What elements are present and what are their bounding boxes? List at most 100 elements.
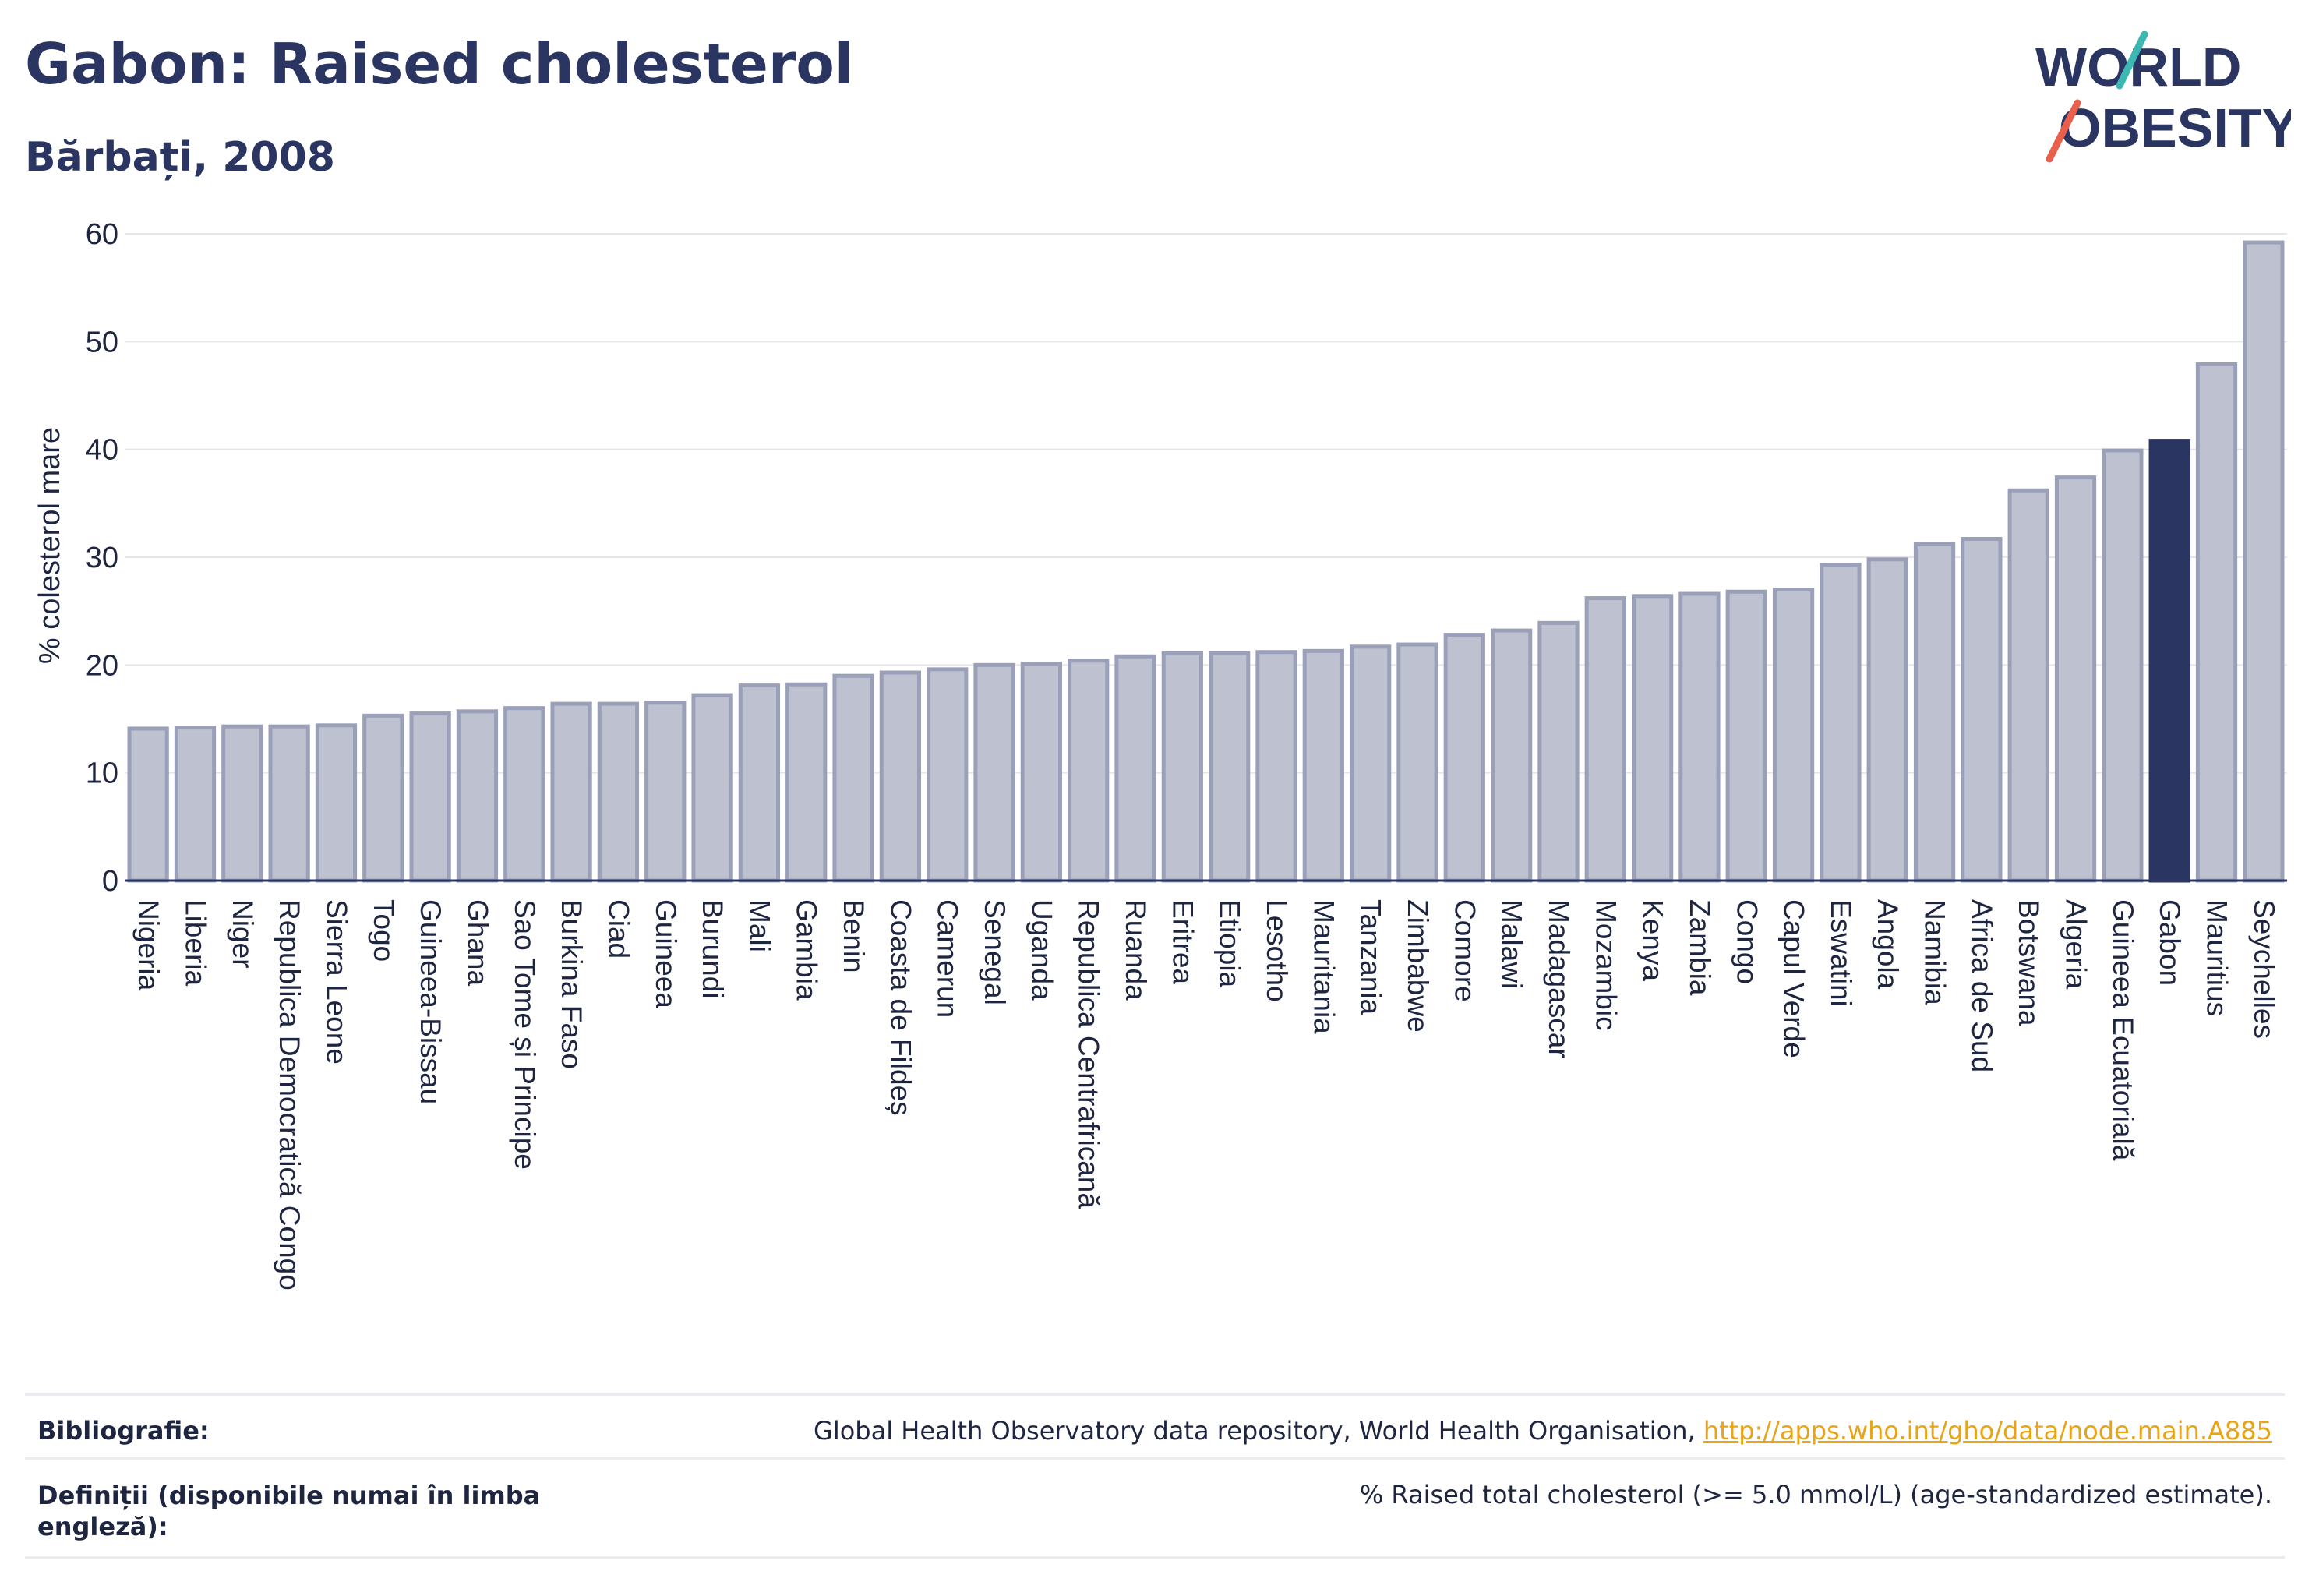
bar-etiopia: [1209, 651, 1251, 883]
bar-uganda: [1020, 662, 1062, 883]
y-tick-label: 20: [86, 649, 118, 682]
bar-zimbabwe: [1396, 642, 1438, 883]
bar-burundi: [691, 693, 733, 883]
x-tick-label: Zimbabwe: [1402, 899, 1434, 1033]
bar-comore: [1443, 633, 1485, 883]
definitions-label-line1: Definiții (disponibile numai în limba: [37, 1481, 541, 1510]
x-tick-label: Guineea Ecuatorială: [2107, 899, 2139, 1161]
bar-sierra-leone: [315, 723, 358, 883]
bar-botswana: [2007, 488, 2049, 883]
logo-line2: OBESITY: [2059, 97, 2291, 158]
x-tick-label: Congo: [1731, 899, 1763, 984]
definitions-label: Definiții (disponibile numai în limba en…: [37, 1480, 540, 1542]
y-tick-label: 0: [102, 865, 118, 898]
y-tick-label: 50: [86, 326, 118, 358]
bar-angola: [1866, 557, 1908, 883]
bibliography-row: Bibliografie: Global Health Observatory …: [25, 1393, 2285, 1460]
bar-ciad: [597, 701, 640, 883]
logo-slash-coral: [2046, 99, 2081, 163]
x-tick-label: Kenya: [1637, 899, 1669, 981]
x-tick-label: Mauritania: [1308, 899, 1340, 1034]
x-tick-label: Burundi: [697, 899, 729, 999]
bar-nigeria: [127, 726, 169, 883]
x-tick-label: Seychelles: [2248, 899, 2280, 1039]
bar-republica-democratică-congo: [268, 724, 310, 883]
x-tick-label: Madagascar: [1543, 899, 1575, 1058]
bar-algeria: [2054, 475, 2097, 883]
bar-gambia: [785, 682, 828, 883]
x-tick-label: Nigeria: [132, 899, 164, 991]
x-tick-label: Republica Centrafricană: [1073, 899, 1105, 1209]
bar-chart: 0 10 20 30 40 50 60 % colesterol mare Nigeria L…: [34, 218, 2287, 1291]
x-tick-label: Etiopia: [1214, 899, 1246, 988]
bar-burkina-faso: [550, 701, 592, 883]
x-tick-label: Uganda: [1025, 899, 1057, 1001]
x-tick-label: Africa de Sud: [1966, 899, 1998, 1072]
bar-togo: [362, 713, 404, 883]
bar-ruanda: [1114, 654, 1156, 883]
bar-guineea-bissau: [409, 711, 451, 883]
bar-tanzania: [1350, 644, 1392, 883]
x-tick-label: Gambia: [791, 899, 823, 1001]
x-tick-label: Ciad: [602, 899, 634, 959]
bar-guineea: [644, 701, 687, 883]
bar-coasta-de-fildeș: [879, 670, 922, 883]
y-tick-label: 60: [86, 218, 118, 251]
bar-eritrea: [1161, 651, 1203, 883]
bar-camerun: [927, 667, 969, 883]
bar-kenya: [1631, 594, 1674, 883]
x-tick-label: Comore: [1449, 899, 1481, 1002]
x-tick-label: Mali: [743, 899, 775, 952]
x-tick-label: Guineea: [650, 899, 682, 1008]
x-tick-label: Coasta de Fildeș: [884, 899, 916, 1116]
bar-senegal: [973, 662, 1015, 883]
bar-mali: [738, 683, 781, 883]
x-tick-label: Niger: [227, 899, 259, 968]
x-tick-label: Benin: [838, 899, 870, 973]
bar-seychelles: [2243, 240, 2285, 883]
x-tick-labels: Nigeria Liberia Niger Republica Democratică…: [132, 899, 2280, 1291]
y-axis-label: % colesterol mare: [34, 427, 66, 664]
definitions-label-line2: engleză):: [37, 1512, 168, 1541]
bar-namibia: [1913, 542, 1956, 883]
x-tick-label: Mauritius: [2201, 899, 2233, 1016]
bar-mauritania: [1302, 648, 1344, 883]
x-tick-label: Ghana: [461, 899, 493, 987]
x-tick-label: Sierra Leone: [320, 899, 352, 1065]
x-tick-label: Lesotho: [1261, 899, 1293, 1002]
bar-eswatini: [1820, 563, 1862, 883]
x-tick-label: Camerun: [932, 899, 964, 1018]
bar-benin: [832, 673, 874, 883]
bar-capul-verde: [1772, 588, 1815, 883]
x-tick-label: Namibia: [1919, 899, 1951, 1005]
page-subtitle: Bărbați, 2008: [25, 134, 335, 181]
bar-gabon: [2148, 439, 2190, 883]
logo-slash-teal: [2116, 31, 2148, 90]
bar-malawi: [1490, 628, 1533, 883]
world-obesity-logo: WORLD OBESITY: [2035, 31, 2291, 163]
x-tick-label: Republica Democratică Congo: [274, 899, 305, 1291]
bars: [127, 240, 2285, 883]
bibliography-text: Global Health Observatory data repositor…: [814, 1416, 1703, 1446]
bar-guineea-ecuatorială: [2102, 448, 2144, 883]
x-tick-label: Capul Verde: [1778, 899, 1810, 1058]
bar-ghana: [456, 709, 499, 883]
bar-africa-de-sud: [1961, 536, 2003, 883]
x-tick-label: Tanzania: [1355, 899, 1387, 1015]
definitions-row: Definiții (disponibile numai în limba en…: [25, 1457, 2285, 1559]
page-title: Gabon: Raised cholesterol: [25, 31, 854, 97]
bar-liberia: [174, 726, 217, 883]
x-tick-label: Guineea-Bissau: [415, 899, 447, 1104]
x-tick-label: Mozambic: [1590, 899, 1622, 1031]
x-tick-label: Angola: [1872, 899, 1904, 990]
x-tick-label: Togo: [368, 899, 400, 962]
bar-mozambic: [1584, 596, 1626, 883]
x-tick-label: Sao Tome și Principe: [509, 899, 541, 1170]
x-tick-label: Zambia: [1684, 899, 1716, 996]
bibliography-label: Bibliografie:: [37, 1416, 210, 1446]
bar-congo: [1725, 589, 1767, 883]
x-tick-label: Liberia: [179, 899, 211, 986]
bar-niger: [221, 724, 263, 883]
bibliography-link[interactable]: http://apps.who.int/gho/data/node.main.A…: [1703, 1416, 2272, 1446]
bibliography-value: Global Health Observatory data repositor…: [814, 1416, 2272, 1446]
